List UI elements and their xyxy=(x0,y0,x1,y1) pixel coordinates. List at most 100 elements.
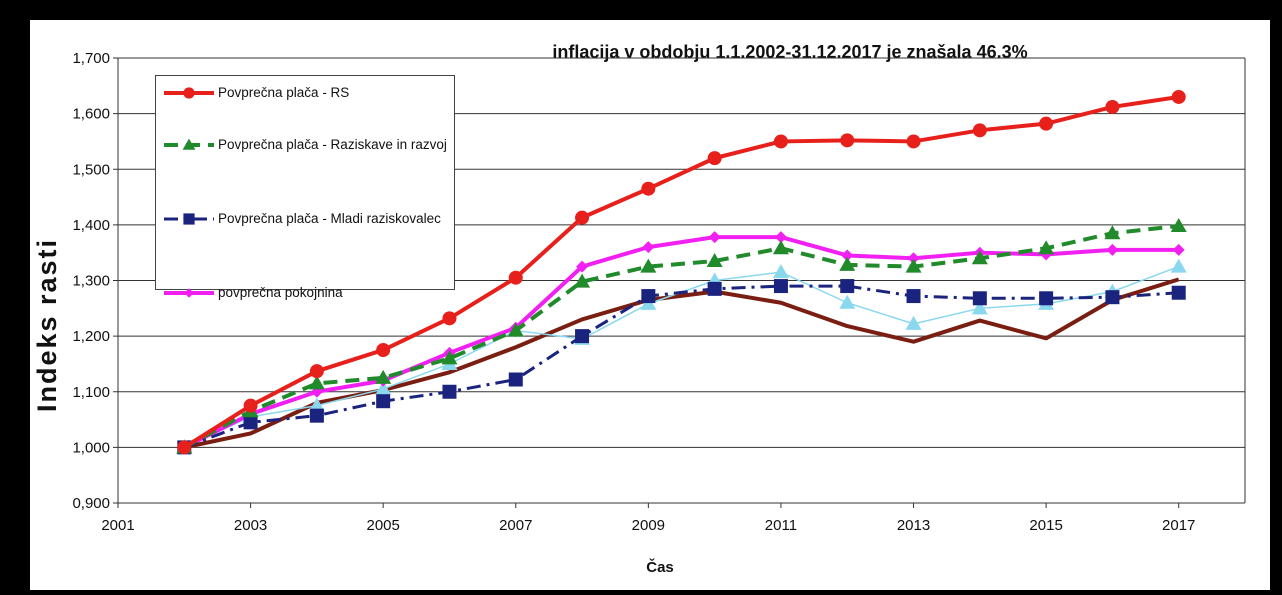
y-tick-label: 0,900 xyxy=(72,495,110,512)
data-point xyxy=(1104,225,1121,240)
data-point xyxy=(308,397,325,412)
x-tick-label: 2013 xyxy=(897,517,930,534)
data-point xyxy=(905,258,922,273)
data-point xyxy=(574,273,591,288)
data-point xyxy=(1106,243,1119,256)
legend-marker xyxy=(184,288,194,298)
data-point xyxy=(839,294,856,309)
legend-swatch xyxy=(164,213,214,225)
x-tick-label: 2001 xyxy=(101,517,134,534)
y-tick-label: 1,100 xyxy=(72,384,110,401)
data-point xyxy=(575,210,590,225)
data-point xyxy=(971,300,988,315)
x-tick-label: 2009 xyxy=(632,517,665,534)
data-point xyxy=(576,260,589,273)
data-point xyxy=(308,375,325,390)
data-point xyxy=(707,151,722,166)
data-point xyxy=(508,372,523,387)
data-point xyxy=(442,311,457,326)
data-point xyxy=(907,252,920,265)
legend-marker xyxy=(183,213,195,225)
series-line xyxy=(183,277,1180,450)
data-point xyxy=(508,270,523,285)
data-point xyxy=(772,264,789,279)
data-point xyxy=(575,329,590,344)
data-point xyxy=(1105,99,1120,114)
data-point xyxy=(243,398,258,413)
legend-swatch xyxy=(164,87,214,99)
data-point xyxy=(972,123,987,138)
data-point xyxy=(708,231,721,244)
y-tick-label: 1,300 xyxy=(72,273,110,290)
data-point xyxy=(1170,258,1187,273)
data-point xyxy=(772,240,789,255)
data-point xyxy=(309,408,324,423)
data-point xyxy=(773,134,788,149)
series-line xyxy=(183,235,1179,450)
data-point xyxy=(774,231,787,244)
data-point xyxy=(641,181,656,196)
data-point xyxy=(642,241,655,254)
data-point xyxy=(1038,240,1055,255)
annotation: inflacija v obdobju 1.1.2002-31.12.2017 … xyxy=(552,42,1027,62)
series-line xyxy=(183,94,1180,450)
data-point xyxy=(309,364,324,379)
data-point xyxy=(376,394,391,409)
data-point xyxy=(906,289,921,304)
data-point xyxy=(905,315,922,330)
data-point xyxy=(840,279,855,294)
series-line xyxy=(183,223,1179,450)
y-tick-label: 1,600 xyxy=(72,106,110,123)
data-point xyxy=(1170,217,1187,232)
legend-label: povprečna pokojnina xyxy=(218,285,343,300)
legend: Povprečna plača - RS Povprečna plača - Ra… xyxy=(155,75,455,300)
data-point xyxy=(773,279,788,294)
data-point xyxy=(376,343,391,358)
data-point xyxy=(442,384,457,399)
legend-marker xyxy=(183,87,195,99)
y-tick-label: 1,400 xyxy=(72,217,110,234)
legend-label: Povprečna plača - RS xyxy=(218,85,350,100)
x-tick-label: 2017 xyxy=(1162,517,1195,534)
data-point xyxy=(1039,291,1054,306)
data-point xyxy=(1039,116,1054,131)
data-point xyxy=(841,249,854,262)
data-point xyxy=(177,440,192,455)
legend-swatch xyxy=(164,138,214,150)
x-tick-label: 2003 xyxy=(234,517,267,534)
data-point xyxy=(375,369,392,384)
data-point xyxy=(641,289,656,304)
y-tick-label: 1,500 xyxy=(72,161,110,178)
x-tick-label: 2011 xyxy=(765,517,797,534)
legend-label: Povprečna plača - Raziskave in razvoj xyxy=(218,137,447,152)
data-point xyxy=(1171,89,1186,104)
data-point xyxy=(972,291,987,306)
data-point xyxy=(840,133,855,148)
data-point xyxy=(507,322,524,337)
data-point xyxy=(906,134,921,149)
x-axis-label: Čas xyxy=(646,558,674,576)
series-line xyxy=(183,284,1179,449)
data-point xyxy=(640,258,657,273)
data-point xyxy=(706,253,723,268)
data-point xyxy=(1172,243,1185,256)
data-point xyxy=(1105,290,1120,305)
data-point xyxy=(375,380,392,395)
y-tick-label: 1,200 xyxy=(72,328,110,345)
data-point xyxy=(707,281,722,296)
data-point xyxy=(243,415,258,430)
y-axis-label: Indeks rasti xyxy=(32,238,62,412)
legend-label: Povprečna plača - Mladi raziskovalec xyxy=(218,211,441,226)
legend-marker xyxy=(182,138,196,150)
data-point xyxy=(441,350,458,365)
legend-swatch xyxy=(164,288,214,298)
x-tick-label: 2015 xyxy=(1029,517,1062,534)
x-tick-label: 2005 xyxy=(366,517,399,534)
x-tick-label: 2007 xyxy=(499,517,532,534)
data-point xyxy=(971,250,988,265)
data-point xyxy=(1171,285,1186,300)
y-tick-label: 1,700 xyxy=(72,50,110,67)
data-point xyxy=(839,256,856,271)
